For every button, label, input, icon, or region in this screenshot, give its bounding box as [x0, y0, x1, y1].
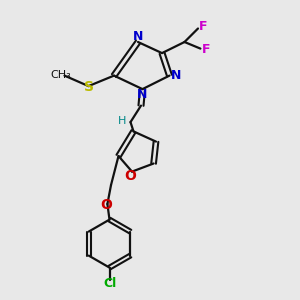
Text: N: N: [171, 69, 181, 82]
Text: N: N: [137, 88, 148, 101]
Text: F: F: [199, 20, 208, 34]
Text: F: F: [202, 43, 210, 56]
Text: N: N: [133, 30, 143, 43]
Text: O: O: [124, 169, 136, 183]
Text: CH₃: CH₃: [50, 70, 71, 80]
Text: S: S: [84, 80, 94, 94]
Text: O: O: [100, 198, 112, 212]
Text: Cl: Cl: [103, 277, 116, 290]
Text: H: H: [118, 116, 126, 127]
